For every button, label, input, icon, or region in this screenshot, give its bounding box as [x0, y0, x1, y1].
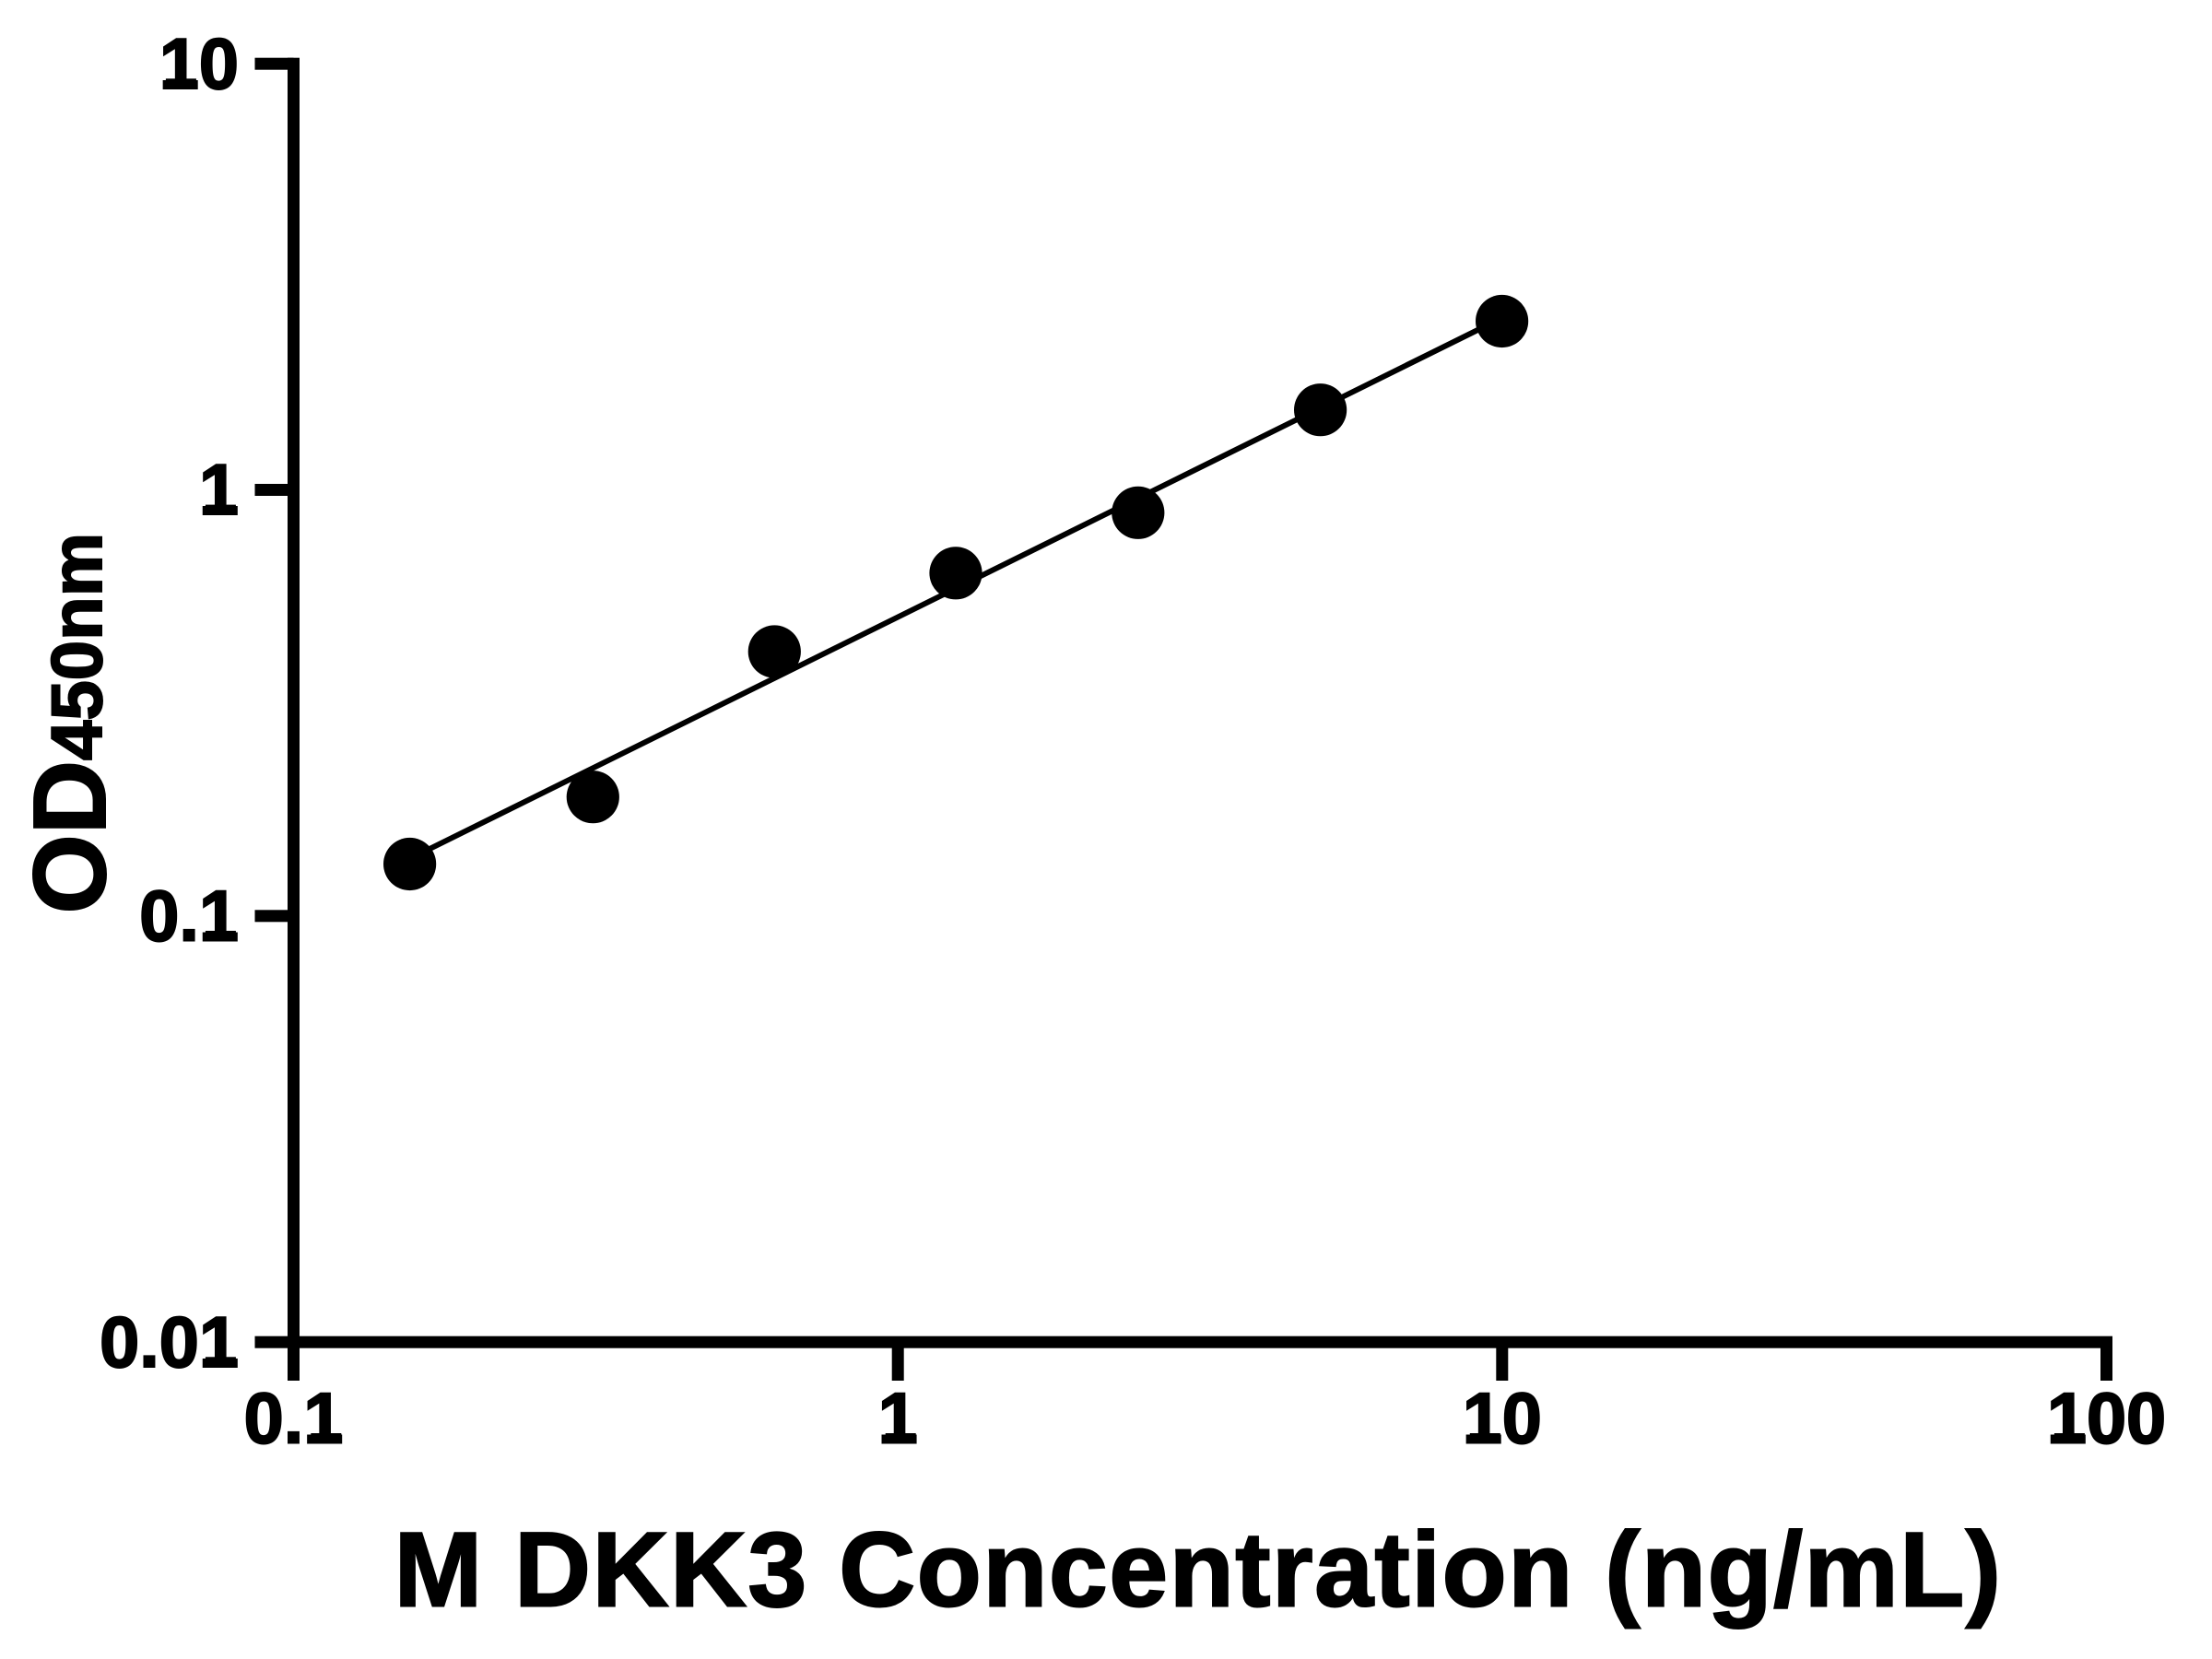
svg-text:0.01: 0.01 [100, 1303, 239, 1382]
svg-text:0.1: 0.1 [244, 1380, 344, 1459]
svg-text:1: 1 [878, 1380, 918, 1459]
svg-text:M DKK3 Concentration (ng/mL): M DKK3 Concentration (ng/mL) [394, 1511, 2003, 1629]
svg-text:0.1: 0.1 [139, 877, 239, 956]
svg-text:10: 10 [159, 25, 239, 104]
svg-text:10: 10 [1463, 1380, 1542, 1459]
svg-text:1: 1 [199, 451, 239, 530]
svg-text:100: 100 [2047, 1380, 2166, 1459]
svg-text:OD450nm: OD450nm [13, 533, 127, 914]
